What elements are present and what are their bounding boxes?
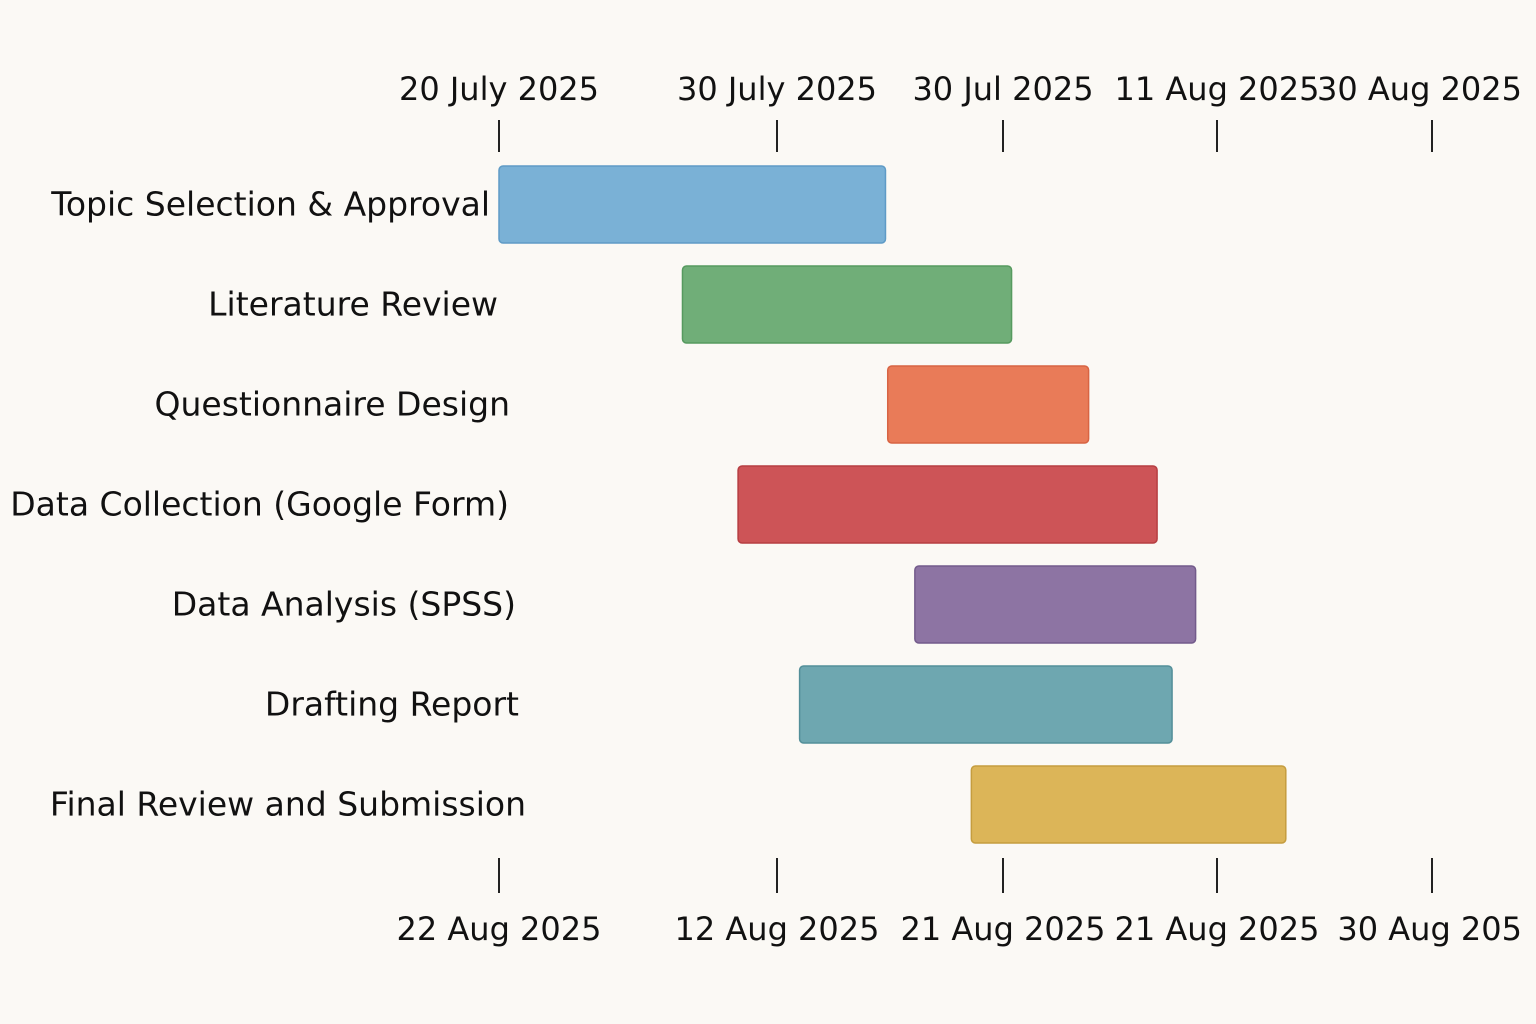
top-tick-label: 30 July 2025 <box>677 70 877 108</box>
task-label: Questionnaire Design <box>155 385 510 424</box>
task-bar <box>914 565 1197 644</box>
task-label: Topic Selection & Approval <box>50 185 490 224</box>
bottom-tick-label: 12 Aug 2025 <box>675 910 880 948</box>
task-bar <box>970 765 1287 844</box>
task-bar <box>681 265 1013 344</box>
top-axis: 20 July 2025 30 July 2025 30 Jul 2025 11 Au… <box>399 70 1522 152</box>
task-bars <box>498 165 1287 844</box>
bottom-tick-label: 22 Aug 2025 <box>397 910 602 948</box>
task-label: Drafting Report <box>265 685 519 724</box>
bottom-tick-label: 21 Aug 2025 <box>1115 910 1320 948</box>
task-labels: Topic Selection & Approval Literature Rev… <box>10 185 526 824</box>
bottom-axis: 22 Aug 2025 12 Aug 2025 21 Aug 2025 21 Aug … <box>397 858 1522 948</box>
task-label: Final Review and Submission <box>50 785 526 824</box>
top-tick-label: 20 July 2025 <box>399 70 599 108</box>
task-label: Data Analysis (SPSS) <box>172 585 516 624</box>
task-label: Data Collection (Google Form) <box>10 485 509 524</box>
task-bar <box>798 665 1173 744</box>
top-tick-label: 11 Aug 2025 <box>1115 70 1320 108</box>
bottom-tick-label: 30 Aug 205 <box>1337 910 1522 948</box>
bottom-tick-label: 21 Aug 2025 <box>901 910 1106 948</box>
task-bar <box>737 465 1158 544</box>
top-tick-label: 30 Aug 2025 <box>1317 70 1522 108</box>
top-tick-label: 30 Jul 2025 <box>912 70 1093 108</box>
task-bar <box>498 165 887 244</box>
task-label: Literature Review <box>208 285 498 324</box>
task-bar <box>886 365 1090 444</box>
